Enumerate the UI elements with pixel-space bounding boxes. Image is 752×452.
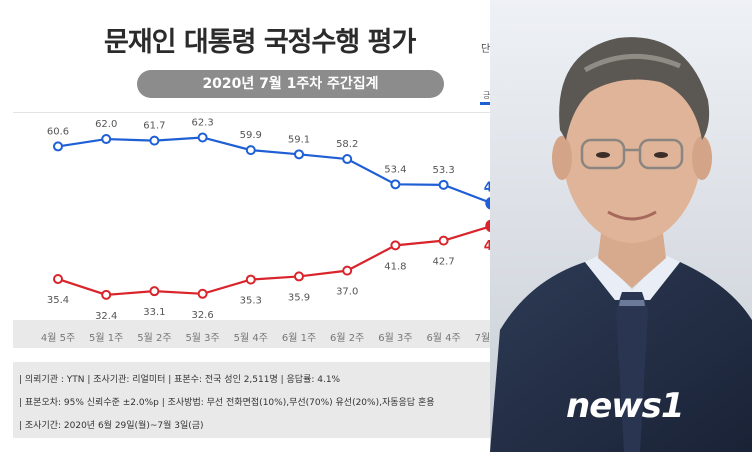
data-label: 32.4 <box>95 311 117 322</box>
data-point <box>53 274 63 285</box>
data-point <box>149 135 160 146</box>
data-label: 35.9 <box>288 292 310 303</box>
x-tick-label: 5월 3주 <box>185 333 220 344</box>
data-label: 62.0 <box>95 119 117 130</box>
subtitle-banner: 2020년 7월 1주차 주간집계 <box>137 70 444 98</box>
data-point <box>245 274 256 285</box>
x-tick-label: 4월 5주 <box>40 333 76 344</box>
data-point <box>342 154 353 165</box>
data-point <box>197 288 208 299</box>
x-axis-band <box>13 320 518 348</box>
x-tick-label: 6월 4주 <box>426 333 461 344</box>
x-tick-label: 6월 1주 <box>281 333 317 344</box>
data-point <box>101 289 112 300</box>
data-label: 53.3 <box>432 165 454 176</box>
data-point <box>197 132 208 143</box>
data-point <box>53 141 63 152</box>
x-tick-label: 5월 2주 <box>137 333 172 344</box>
x-tick-label: 5월 1주 <box>89 333 124 344</box>
president-portrait <box>490 0 752 452</box>
data-label: 59.1 <box>288 134 310 145</box>
data-label: 41.8 <box>384 261 406 272</box>
data-label: 32.6 <box>191 310 213 321</box>
data-point <box>101 134 112 145</box>
data-label: 60.6 <box>47 126 69 137</box>
x-tick-label: 6월 2주 <box>330 333 365 344</box>
news1-logo: news1 <box>566 386 685 426</box>
data-label: 37.0 <box>336 287 358 298</box>
data-label: 35.4 <box>47 295 69 306</box>
survey-info-line-3: | 조사기간: 2020년 6월 29일(월)~7월 3일(금) <box>19 421 204 431</box>
series-line-positive <box>57 136 493 205</box>
data-label: 33.1 <box>143 307 165 318</box>
plot-area <box>13 112 518 321</box>
survey-info-line-1: | 의뢰기관 : YTN | 조사기관: 리얼미터 | 표본수: 전국 성인 2… <box>19 375 341 385</box>
data-label: 42.7 <box>432 257 454 268</box>
data-label: 62.3 <box>191 117 213 128</box>
data-point <box>294 149 304 160</box>
data-point <box>149 286 160 297</box>
chart-title: 문재인 대통령 국정수행 평가 <box>104 27 416 58</box>
data-point <box>245 145 256 156</box>
data-point <box>438 235 449 246</box>
series-line-negative <box>57 224 493 296</box>
data-point <box>438 179 449 190</box>
data-label: 53.4 <box>384 164 406 175</box>
data-label: 59.9 <box>240 130 262 141</box>
data-point <box>294 271 304 282</box>
x-tick-label: 5월 4주 <box>233 333 268 344</box>
data-label: 35.3 <box>240 296 262 307</box>
data-point <box>390 179 401 190</box>
x-tick-label: 6월 3주 <box>378 333 413 344</box>
data-label: 58.2 <box>336 139 358 150</box>
survey-info-line-2: | 표본오차: 95% 신뢰수준 ±2.0%p | 조사방법: 무선 전화면접(… <box>19 398 435 408</box>
data-point <box>342 265 353 276</box>
data-label: 61.7 <box>143 121 165 132</box>
data-point <box>390 240 401 251</box>
survey-info-box: | 의뢰기관 : YTN | 조사기관: 리얼미터 | 표본수: 전국 성인 2… <box>13 362 518 438</box>
